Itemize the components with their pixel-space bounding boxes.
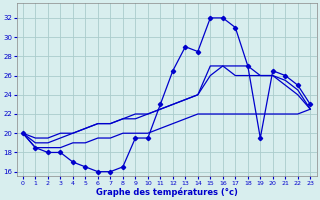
X-axis label: Graphe des températures (°c): Graphe des températures (°c) bbox=[96, 187, 237, 197]
